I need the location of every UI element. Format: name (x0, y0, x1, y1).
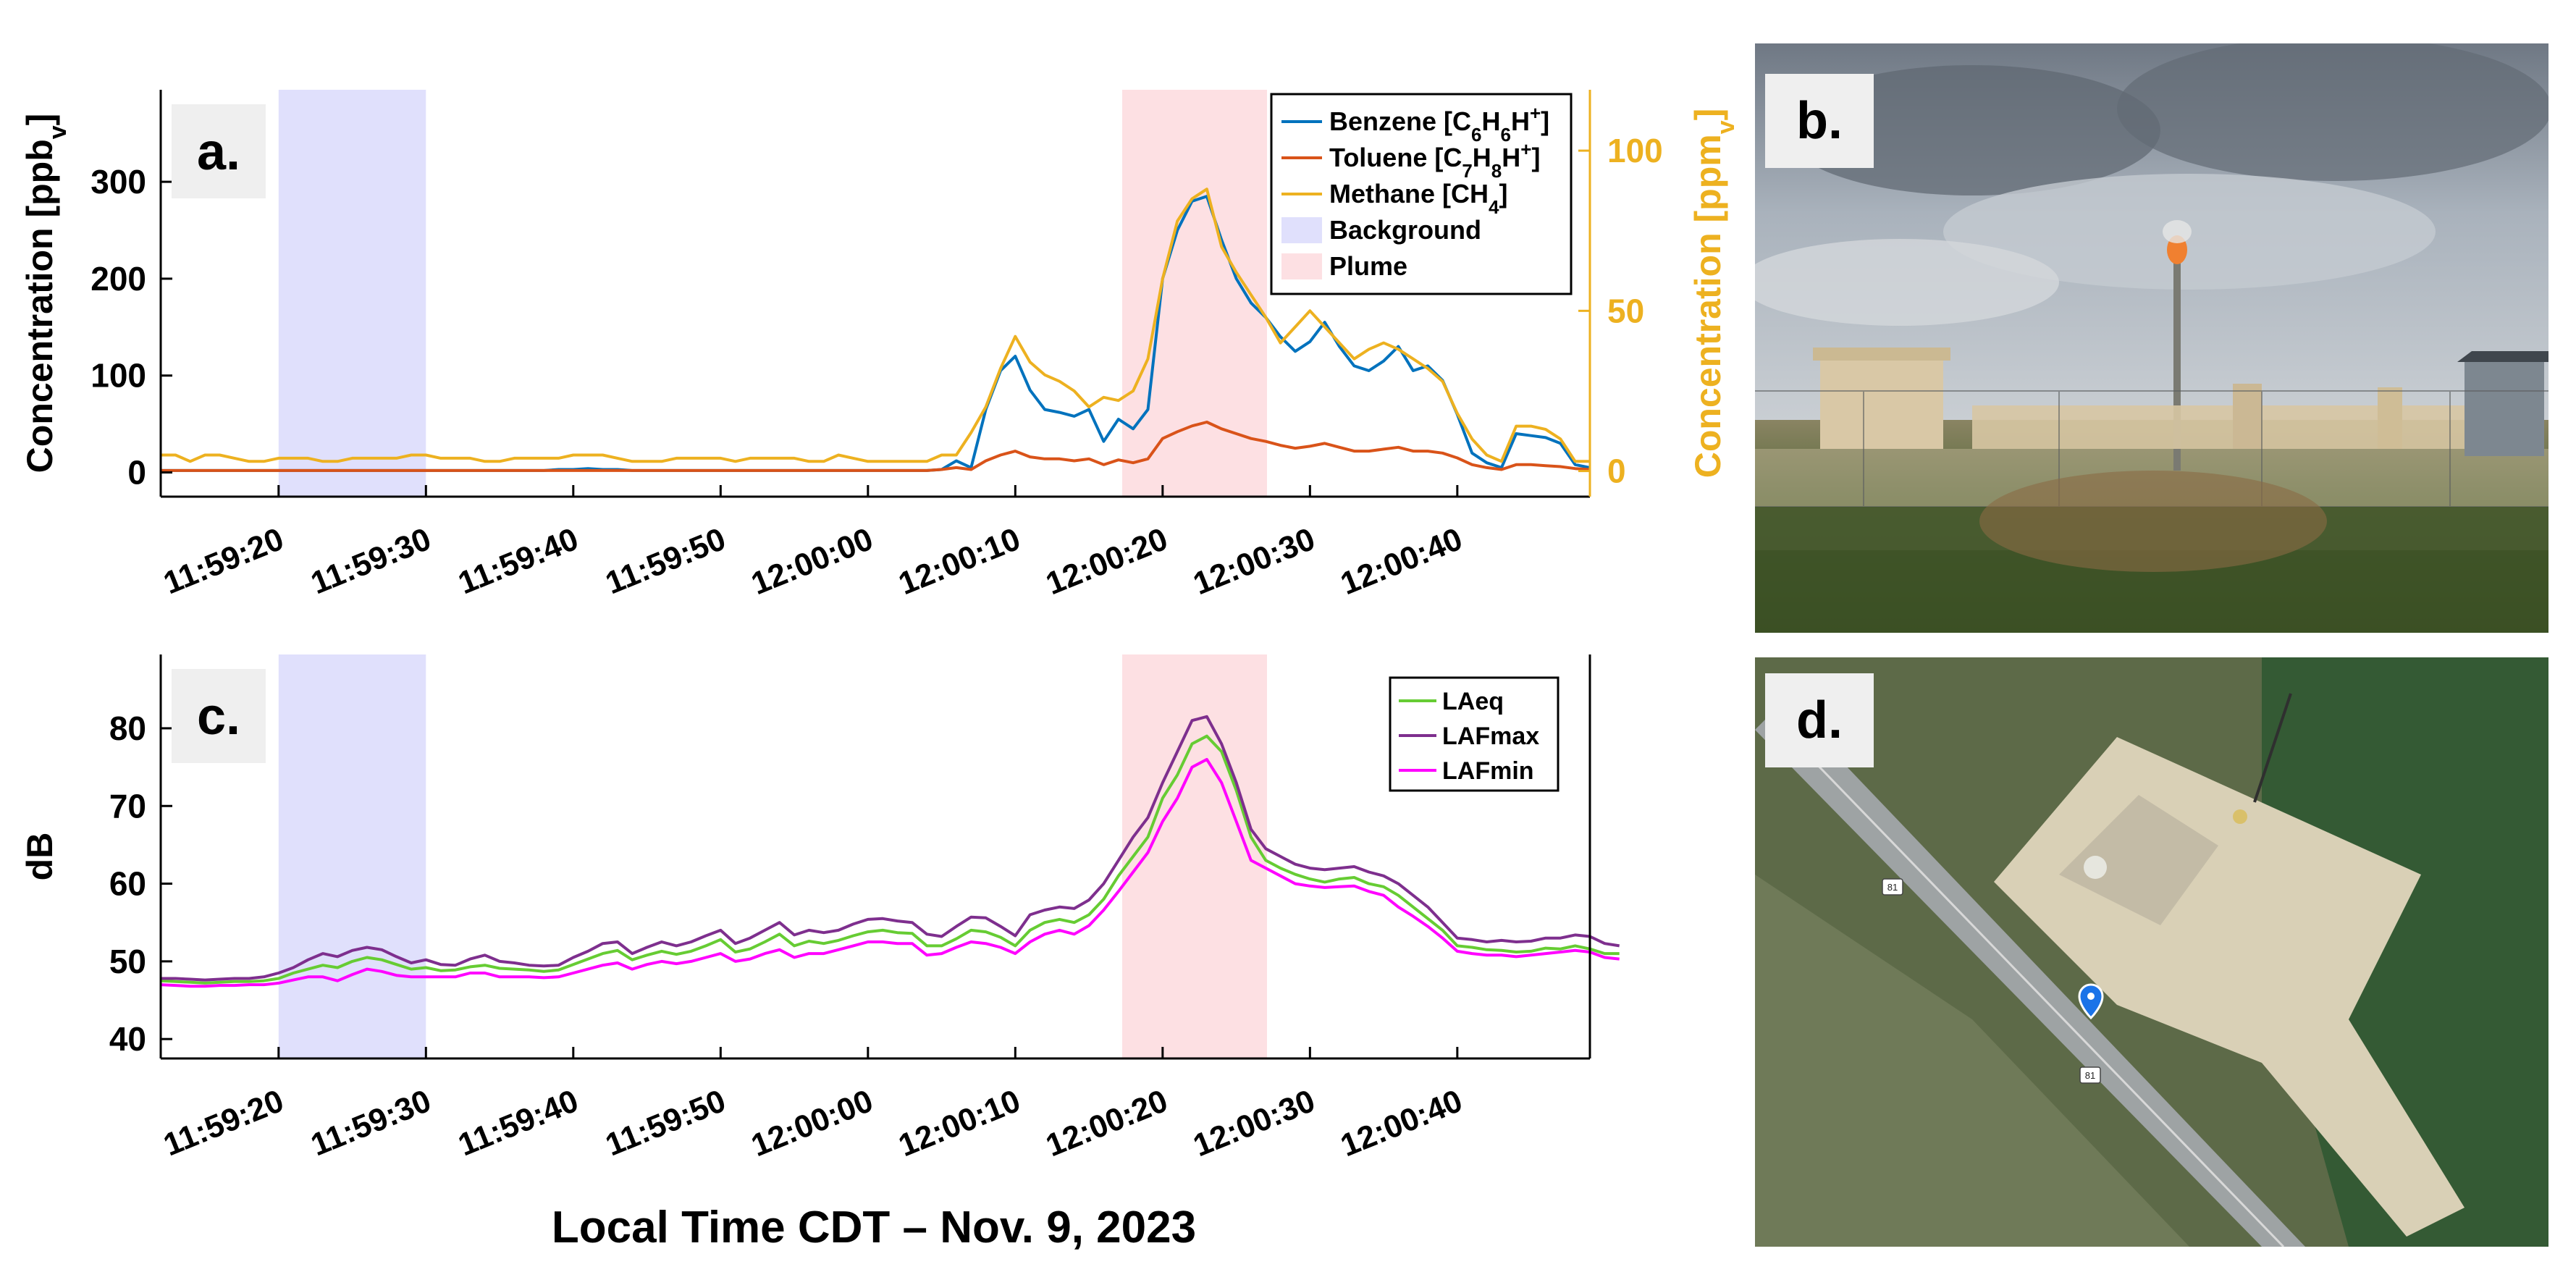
x-tick-label: 11:59:40 (453, 1083, 583, 1163)
panel-a-chart: 0 100 200 300 11:59:20 11:59:30 11:59:40 11:59:… (20, 90, 1740, 602)
flare-flame (2167, 235, 2187, 264)
x-tick-label: 12:00:10 (893, 521, 1025, 602)
x-tick-label: 12:00:00 (746, 521, 878, 602)
series-lafmin (160, 757, 1620, 988)
x-tick-label: 11:59:20 (159, 521, 288, 602)
x-axis-title: Local Time CDT – Nov. 9, 2023 (552, 1203, 1196, 1252)
y-tick-label: 50 (109, 943, 146, 980)
satellite-map: 81 81 d. (1755, 657, 2548, 1247)
x-tick-label: 12:00:00 (746, 1083, 878, 1163)
legend-swatch-background (1281, 217, 1322, 243)
x-tick-label: 11:59:50 (601, 1083, 731, 1163)
panel-label-box (172, 669, 266, 763)
series-laeq (160, 734, 1620, 985)
legend-label-laeq: LAeq (1442, 688, 1504, 715)
panel-c-chart: 40 50 60 70 80 11:59:20 11:59:30 11:59:40 11:59:… (20, 654, 1620, 1163)
x-tick-label: 11:59:20 (159, 1083, 288, 1163)
legend-label-lafmin: LAFmin (1442, 757, 1534, 785)
y-axis-title-right: Concentration [ppmv] (1688, 109, 1740, 479)
svg-text:81: 81 (2085, 1070, 2095, 1081)
legend-label-methane: Methane [CH4] (1329, 179, 1507, 218)
x-tick-label: 12:00:30 (1188, 521, 1320, 602)
y-tick-label: 300 (91, 163, 146, 201)
legend-label-plume: Plume (1329, 251, 1407, 281)
x-tick-label: 12:00:20 (1041, 521, 1173, 602)
map-pin[interactable] (2078, 983, 2104, 1020)
panel-label-box (172, 104, 266, 198)
y-tick-label: 80 (109, 710, 146, 747)
legend-label-lafmax: LAFmax (1442, 723, 1539, 750)
x-tick-label: 12:00:10 (893, 1083, 1025, 1163)
y-axis-title-left: dB (20, 833, 60, 881)
x-tick-label: 11:59:50 (601, 521, 731, 602)
series-toluene (161, 421, 1591, 472)
legend-label-toluene: Toluene [C7H8H+] (1329, 138, 1540, 182)
road-shield-1: 81 (1882, 878, 1903, 896)
legend-label-background: Background (1329, 215, 1481, 245)
x-tick-label: 11:59:30 (306, 521, 436, 602)
shade-plume (1122, 90, 1267, 497)
x-tick-label: 11:59:30 (306, 1083, 436, 1163)
highway-81 (1755, 701, 2305, 1247)
x-tick-label: 12:00:40 (1336, 521, 1468, 602)
y-tick-label: 200 (91, 260, 146, 298)
x-tick-label: 11:59:40 (453, 521, 583, 602)
panel-label-b: b. (1765, 74, 1874, 168)
photo-flare-site: b. (1755, 43, 2548, 633)
flare-stack (2173, 253, 2181, 471)
y-tick-label: 40 (109, 1020, 146, 1058)
panel-label: a. (197, 123, 240, 181)
y-tick-label: 60 (109, 865, 146, 903)
shade-background (278, 90, 426, 497)
legend-swatch-plume (1281, 253, 1322, 279)
y-axis-title-left: Concentration [ppbv] (20, 114, 72, 473)
shade-background (278, 654, 426, 1058)
y-tick-label-right: 0 (1607, 452, 1626, 490)
road-shield-2: 81 (2079, 1066, 2101, 1084)
y-tick-label: 0 (127, 454, 146, 492)
panel-label-d: d. (1765, 673, 1874, 767)
y-tick-label: 100 (91, 357, 146, 395)
series-lafmax (161, 715, 1620, 982)
y-tick-label-right: 100 (1607, 132, 1663, 169)
series-methane (161, 188, 1590, 463)
x-tick-label: 12:00:30 (1188, 1083, 1320, 1163)
svg-text:81: 81 (1887, 882, 1898, 893)
legend-label-benzene: Benzene [C6H6H+] (1329, 102, 1549, 146)
panel-label: c. (197, 688, 240, 746)
y-tick-label-right: 50 (1607, 292, 1644, 329)
x-tick-label: 12:00:40 (1336, 1083, 1468, 1163)
y-tick-label: 70 (109, 787, 146, 825)
x-tick-label: 12:00:20 (1041, 1083, 1173, 1163)
